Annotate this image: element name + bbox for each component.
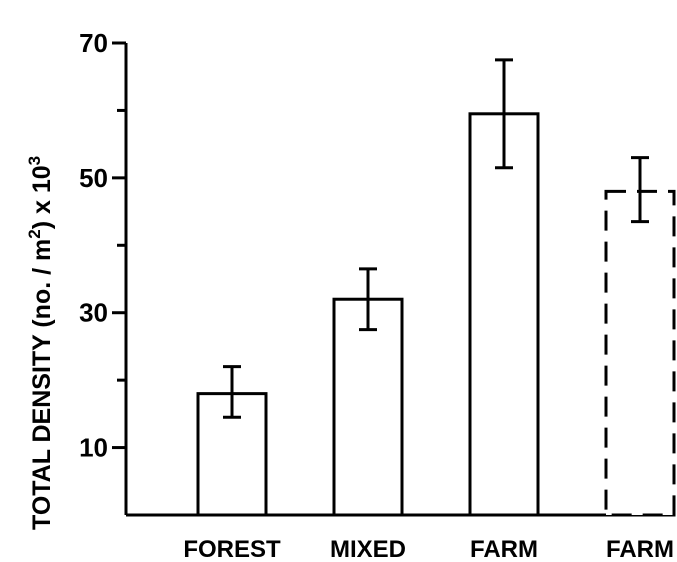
bar-farm [468, 112, 540, 517]
y-axis-label-prefix: TOTAL DENSITY (no. / m [28, 239, 56, 530]
svg-text:TOTAL DENSITY (no. / m2) x 10: TOTAL DENSITY (no. / m2) x 103 [25, 156, 56, 530]
bar-mixed [332, 297, 404, 517]
category-label-mixed: MIXED [330, 536, 406, 562]
y-axis-label-middle: ) x 10 [28, 165, 56, 229]
category-labels: FOREST MIXED FARM FARM [183, 536, 674, 562]
y-tick-label: 70 [79, 28, 108, 58]
category-label-farm: FARM [470, 536, 538, 562]
bars [196, 58, 676, 517]
y-tick-label: 50 [79, 163, 108, 193]
y-tick-label: 30 [79, 298, 108, 328]
bar-farm-dashed [604, 189, 676, 517]
category-label-farm-dashed: FARM [606, 536, 674, 562]
category-label-forest: FOREST [183, 536, 281, 562]
y-axis-label-power: 3 [25, 156, 44, 165]
y-axis-label-superscript: 2 [25, 229, 44, 238]
y-tick-label: 10 [79, 433, 108, 463]
y-axis-label: TOTAL DENSITY (no. / m2) x 103 [25, 156, 56, 530]
